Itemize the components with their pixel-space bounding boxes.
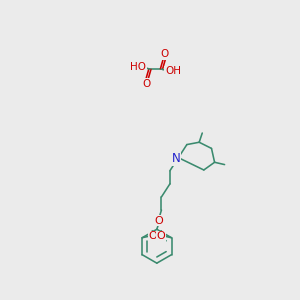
- Text: O: O: [156, 231, 165, 241]
- Text: O: O: [160, 50, 169, 59]
- Text: O: O: [154, 216, 163, 226]
- Text: O: O: [143, 79, 151, 89]
- Text: O: O: [148, 231, 157, 241]
- Text: HO: HO: [130, 62, 146, 72]
- Text: N: N: [172, 152, 181, 165]
- Text: OH: OH: [165, 66, 181, 76]
